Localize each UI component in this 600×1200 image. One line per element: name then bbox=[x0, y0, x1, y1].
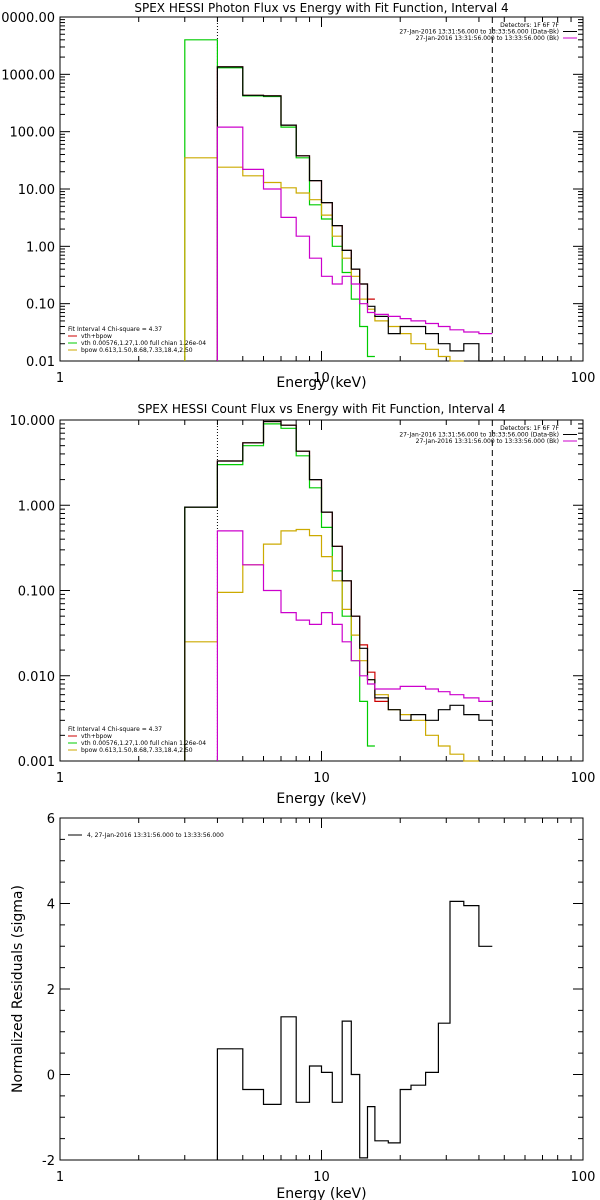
x-tick-label: 100 bbox=[571, 771, 596, 786]
y-axis-label-3: Normalized Residuals (sigma) bbox=[10, 885, 26, 1093]
legend-top-entry: Detectors: 1F 6F 7F bbox=[500, 425, 559, 432]
series-vth bbox=[184, 423, 375, 761]
legend-top-entry: 4, 27-Jan-2016 13:31:56.000 to 13:33:56.… bbox=[87, 832, 224, 839]
y-tick-label: 1.000 bbox=[18, 499, 55, 514]
legend-bottom-entry: vth 0.00576,1.27,1.00 full chian 1.26e-0… bbox=[81, 340, 206, 347]
y-tick-label: 0.001 bbox=[18, 755, 55, 770]
x-tick-label: 100 bbox=[571, 371, 596, 386]
legend-top-entry: 27-Jan-2016 13:31:56.000 to 13:33:56.000… bbox=[416, 35, 559, 42]
y-tick-label: 0.010 bbox=[18, 670, 55, 685]
y-tick-label: 0.100 bbox=[18, 585, 55, 600]
legend-bottom-entry: bpow 0.613,1.50,8.68,7.33,18.4,2.50 bbox=[81, 747, 193, 754]
series-bpow bbox=[184, 528, 479, 762]
legend-bottom-entry: vth+bpow bbox=[81, 733, 112, 740]
legend-bottom-entry: vth 0.00576,1.27,1.00 full chian 1.26e-0… bbox=[81, 740, 206, 747]
legend-bottom-entry: vth+bpow bbox=[81, 333, 112, 340]
y-tick-label: 0 bbox=[47, 1069, 55, 1084]
y-tick-label: 10.000 bbox=[10, 414, 56, 429]
x-tick-label: 10 bbox=[313, 371, 330, 386]
legend-top-entry: 27-Jan-2016 13:31:56.000 to 13:33:56.000… bbox=[399, 432, 559, 439]
x-axis-label-1: Energy (keV) bbox=[276, 375, 366, 391]
legend-bottom-entry: bpow 0.613,1.50,8.68,7.33,18.4,2.50 bbox=[81, 347, 193, 354]
x-tick-label: 100 bbox=[571, 1170, 596, 1185]
y-tick-label: 100.00 bbox=[10, 126, 56, 141]
x-tick-label: 1 bbox=[56, 771, 64, 786]
x-axis-label-2: Energy (keV) bbox=[276, 791, 366, 807]
legend-bottom-entry: Fit Interval 4 Chi-square = 4.37 bbox=[68, 326, 162, 333]
chart-title-1: SPEX HESSI Photon Flux vs Energy with Fi… bbox=[134, 1, 508, 15]
x-tick-label: 10 bbox=[313, 771, 330, 786]
series-background bbox=[216, 126, 493, 361]
series-4 bbox=[216, 900, 493, 1160]
series-bpow bbox=[184, 157, 464, 362]
y-tick-label: 1000.00 bbox=[1, 68, 55, 83]
legend-top-entry: Detectors: 1F 6F 7F bbox=[500, 22, 559, 29]
y-tick-label: -2 bbox=[42, 1154, 55, 1169]
y-tick-label: 1.00 bbox=[26, 240, 55, 255]
plot-frame-3 bbox=[59, 817, 584, 1161]
y-tick-label: 2 bbox=[47, 983, 55, 998]
legend-top-entry: 27-Jan-2016 13:31:56.000 to 13:33:56.000… bbox=[399, 29, 559, 36]
y-tick-label: 4 bbox=[47, 898, 55, 913]
y-tick-label: 10.00 bbox=[18, 183, 55, 198]
x-tick-label: 1 bbox=[56, 1170, 64, 1185]
series-background bbox=[216, 530, 493, 761]
plot-frame-2 bbox=[59, 419, 584, 762]
x-tick-label: 10 bbox=[313, 1170, 330, 1185]
y-tick-label: 6 bbox=[47, 812, 55, 827]
series-vth bbox=[184, 39, 375, 361]
legend-top-entry: 27-Jan-2016 13:31:56.000 to 13:33:56.000… bbox=[416, 438, 559, 445]
x-axis-label-3: Energy (keV) bbox=[276, 1186, 366, 1200]
legend-bottom-entry: Fit Interval 4 Chi-square = 4.37 bbox=[68, 726, 162, 733]
x-tick-label: 1 bbox=[56, 371, 64, 386]
series-data bbox=[184, 420, 493, 761]
y-tick-label: 0000.00 bbox=[1, 11, 55, 26]
y-tick-label: 0.01 bbox=[26, 355, 55, 370]
series-vth+bpow bbox=[216, 66, 375, 361]
series-vth+bpow bbox=[184, 420, 389, 761]
series-data bbox=[216, 66, 493, 362]
y-tick-label: 0.10 bbox=[26, 298, 55, 313]
chart-title-2: SPEX HESSI Count Flux vs Energy with Fit… bbox=[137, 402, 505, 416]
